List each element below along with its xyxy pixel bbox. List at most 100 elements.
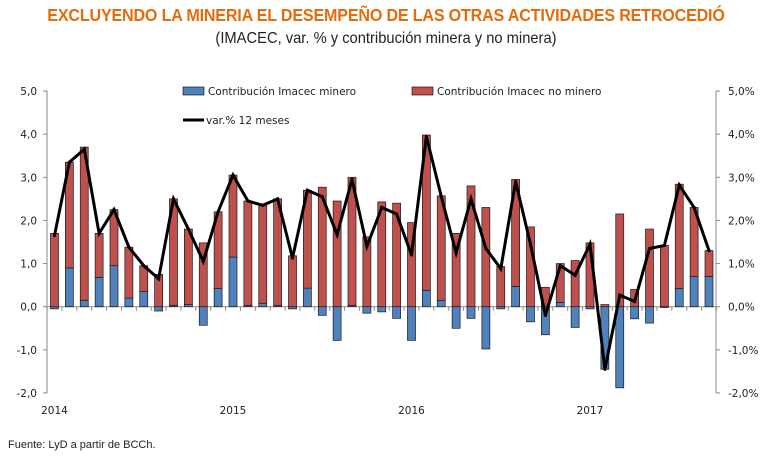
- bar-no-minero: [451, 233, 461, 308]
- bar-no-minero: [317, 186, 327, 308]
- legend-label-minero: Contribución Imacec minero: [208, 86, 356, 98]
- bar-minero: [451, 306, 461, 329]
- bar-minero: [407, 306, 416, 341]
- bar-no-minero: [377, 201, 387, 308]
- bar-no-minero: [511, 179, 520, 287]
- chart-subtitle: (IMACEC, var. % y contribución minera y …: [215, 30, 557, 47]
- line-point: [142, 264, 146, 268]
- bar-no-minero: [615, 213, 625, 308]
- x-tick-label: 2014: [41, 405, 68, 417]
- bar-no-minero: [124, 246, 134, 299]
- line-series: [52, 134, 711, 371]
- bar-no-minero: [258, 204, 268, 304]
- right-tick-label: 1,0%: [728, 259, 755, 271]
- bar-minero: [198, 306, 208, 326]
- line-point: [647, 246, 652, 251]
- line-point: [365, 244, 369, 248]
- bar-minero: [332, 306, 342, 341]
- right-tick-label: -1,0%: [728, 345, 758, 357]
- bar-minero: [228, 256, 238, 308]
- bar-minero: [317, 306, 327, 316]
- source-note: Fuente: LyD a partir de BCCh.: [8, 439, 156, 451]
- bar-no-minero: [362, 236, 372, 308]
- legend-label-no-minero: Contribución Imacec no minero: [437, 86, 601, 98]
- right-tick-label: 2,0%: [728, 215, 755, 227]
- line-point: [618, 293, 622, 297]
- line-point: [335, 233, 339, 237]
- bar-minero: [704, 276, 714, 308]
- line-point: [127, 245, 131, 249]
- bar-minero: [615, 306, 625, 389]
- right-tick-label: -2,0%: [728, 388, 758, 400]
- bar-minero: [362, 306, 372, 314]
- line-point: [67, 160, 71, 164]
- line-point: [424, 134, 428, 138]
- bar-minero: [436, 299, 446, 308]
- bar-minero: [422, 289, 431, 308]
- bar-minero: [94, 277, 104, 308]
- bar-minero: [645, 306, 654, 324]
- line-point: [469, 197, 473, 201]
- bar-minero: [630, 306, 639, 320]
- bar-minero: [213, 288, 223, 308]
- left-tick-label: 0,0: [20, 302, 37, 314]
- line-point: [290, 256, 295, 260]
- line-point: [499, 267, 503, 271]
- legend-swatch-minero: [182, 86, 205, 96]
- right-tick-label: 5,0%: [728, 86, 755, 98]
- right-tick-label: 4,0%: [728, 129, 755, 141]
- bar-minero: [481, 306, 491, 350]
- right-tick-label: 3,0%: [728, 172, 755, 184]
- bar-no-minero: [570, 260, 580, 308]
- bar-no-minero: [228, 174, 238, 258]
- bar-no-minero: [243, 200, 253, 306]
- bar-minero: [526, 306, 535, 323]
- left-tick-label: 1,0: [20, 259, 37, 271]
- bar-no-minero: [496, 266, 506, 308]
- left-tick-label: 2,0: [20, 215, 37, 227]
- line-point: [82, 147, 86, 151]
- bar-no-minero: [347, 176, 357, 306]
- line-point: [662, 243, 666, 248]
- line-point: [514, 180, 518, 184]
- line-point: [261, 203, 265, 207]
- bar-no-minero: [407, 222, 416, 308]
- left-tick-label: -1,0: [17, 345, 38, 357]
- bar-minero: [124, 297, 134, 308]
- line-point: [692, 205, 696, 210]
- line-point: [543, 313, 547, 317]
- line-point: [409, 253, 414, 257]
- right-tick-label: 0,0%: [728, 302, 755, 314]
- bar-minero: [392, 306, 401, 319]
- bar-no-minero: [600, 304, 610, 308]
- bar-minero: [258, 302, 268, 308]
- bar-no-minero: [79, 146, 89, 301]
- line-point: [276, 197, 280, 201]
- legend-label-line: var.% 12 meses: [206, 115, 289, 127]
- bar-minero: [570, 306, 580, 328]
- line-point: [395, 212, 399, 216]
- bar-minero: [79, 299, 89, 308]
- line-point: [171, 197, 176, 201]
- bar-no-minero: [704, 250, 714, 277]
- left-tick-label: 3,0: [20, 172, 37, 184]
- bar-minero: [139, 291, 149, 308]
- bar-minero: [689, 276, 699, 308]
- bar-no-minero: [198, 242, 208, 308]
- line-point: [677, 183, 681, 187]
- bar-minero: [65, 267, 74, 308]
- line-point: [454, 251, 458, 255]
- bar-minero: [466, 306, 476, 319]
- line-point: [484, 246, 488, 251]
- legend: Contribución Imacec minero Contribución …: [182, 86, 601, 127]
- bar-no-minero: [50, 233, 59, 308]
- x-tick-label: 2015: [220, 405, 247, 417]
- bar-no-minero: [466, 185, 476, 308]
- legend-swatch-no-minero: [411, 86, 434, 96]
- bar-minero: [303, 287, 312, 308]
- line-point: [112, 208, 116, 212]
- bar-no-minero: [660, 245, 669, 308]
- line-point: [439, 195, 443, 199]
- left-tick-label: 4,0: [20, 129, 37, 141]
- bar-no-minero: [184, 228, 193, 305]
